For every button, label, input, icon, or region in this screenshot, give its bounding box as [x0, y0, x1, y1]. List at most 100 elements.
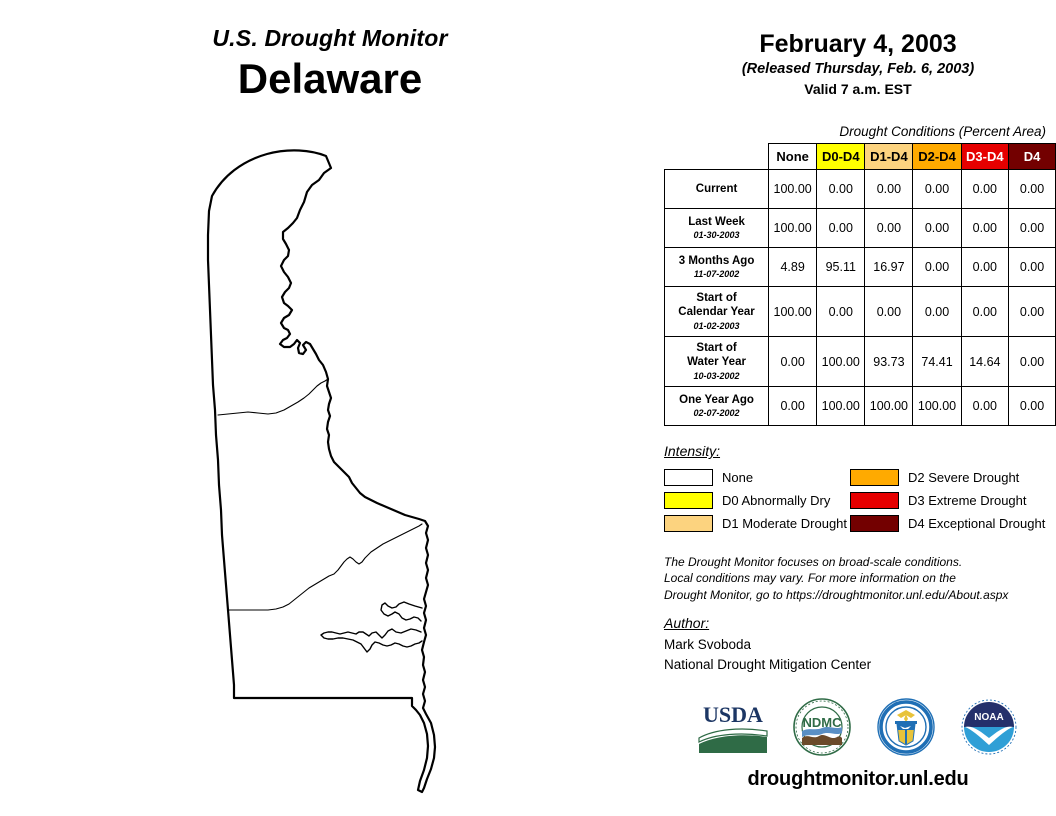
table-row-label: Current	[663, 169, 770, 209]
table-cell: 0.00	[1008, 386, 1056, 426]
legend-item: D0 Abnormally Dry	[664, 492, 850, 509]
table-col-header-d1-d4: D1-D4	[864, 143, 914, 170]
table-cell: 100.00	[768, 208, 818, 248]
legend-label: D1 Moderate Drought	[722, 516, 848, 531]
table-cell: 0.00	[1008, 247, 1056, 287]
legend-item: D2 Severe Drought	[850, 469, 1056, 486]
table-cell: 0.00	[816, 208, 866, 248]
county-boundary-kent-sussex	[227, 523, 423, 611]
legend-swatch	[664, 469, 713, 486]
table-row-date: 01-02-2003	[693, 320, 740, 331]
author-block: Mark Svoboda National Drought Mitigation…	[664, 635, 871, 676]
table-col-header-d0-d4: D0-D4	[816, 143, 866, 170]
legend-swatch	[850, 515, 899, 532]
release-date: February 4, 2003	[759, 30, 957, 58]
legend-item: D1 Moderate Drought	[664, 515, 850, 532]
table-cell: 0.00	[1008, 336, 1056, 387]
table-cell: 93.73	[864, 336, 914, 387]
date-block: February 4, 2003 (Released Thursday, Feb…	[660, 30, 1056, 97]
table-row-label: 3 Months Ago 11-07-2002	[663, 247, 770, 287]
table-row: Current 100.00 0.00 0.00 0.00 0.00 0.00	[663, 169, 1056, 209]
table-cell: 0.00	[864, 169, 914, 209]
valid-time: Valid 7 a.m. EST	[804, 81, 912, 97]
drought-conditions-table: None D0-D4 D1-D4 D2-D4 D3-D4 D4 Current 100.00…	[663, 143, 1056, 426]
disclaimer-line-1: The Drought Monitor focuses on broad-sca…	[664, 555, 963, 569]
legend-item: D4 Exceptional Drought	[850, 515, 1056, 532]
table-cell: 100.00	[912, 386, 962, 426]
table-cell: 100.00	[816, 386, 866, 426]
table-row-date: 11-07-2002	[693, 269, 740, 280]
table-row-date: 10-03-2002	[693, 370, 740, 381]
table-row: Last Week 01-30-2003 100.00 0.00 0.00 0.00 0.0…	[663, 208, 1056, 248]
noaa-logo[interactable]: NOAA	[959, 698, 1019, 756]
inland-bay-detail	[380, 601, 423, 622]
table-cell: 0.00	[1008, 169, 1056, 209]
table-col-header-d3-d4: D3-D4	[960, 143, 1010, 170]
legend-swatch	[850, 469, 899, 486]
info-panel: February 4, 2003 (Released Thursday, Feb…	[660, 0, 1056, 816]
legend-label: D0 Abnormally Dry	[722, 493, 831, 508]
table-cell: 16.97	[864, 247, 914, 287]
table-col-header-d4: D4	[1008, 143, 1056, 170]
table-cell: 0.00	[912, 208, 962, 248]
table-body: Current 100.00 0.00 0.00 0.00 0.00 0.00 Last We…	[663, 169, 1056, 426]
table-cell: 0.00	[1008, 208, 1056, 248]
author-heading: Author:	[664, 615, 710, 631]
released-on: (Released Thursday, Feb. 6, 2003)	[741, 61, 975, 77]
table-row-label: One Year Ago 02-07-2002	[663, 386, 770, 426]
table-cell: 74.41	[912, 336, 962, 387]
program-title: U.S. Drought Monitor	[212, 25, 448, 51]
table-cell: 0.00	[960, 208, 1010, 248]
county-boundary-newcastle-kent	[217, 378, 329, 416]
map-panel: U.S. Drought Monitor Delaware	[0, 25, 660, 805]
table-cell: 0.00	[816, 286, 866, 337]
state-title: Delaware	[237, 55, 423, 103]
site-url[interactable]: droughtmonitor.unl.edu	[747, 768, 969, 790]
table-caption: Drought Conditions (Percent Area)	[839, 124, 1046, 139]
table-col-header-d2-d4: D2-D4	[912, 143, 962, 170]
table-row: Start of Water Year 10-03-2002 0.00 100.00 93…	[663, 336, 1056, 387]
intensity-legend: None D2 Severe Drought D0 Abnormally Dry D3…	[664, 466, 1056, 535]
table-cell: 0.00	[816, 169, 866, 209]
delaware-state-outline	[206, 149, 437, 794]
table-corner-blank	[665, 144, 769, 170]
delaware-map[interactable]	[176, 140, 476, 805]
noaa-logo-text: NOAA	[974, 712, 1003, 723]
table-row-label: Start of Calendar Year 01-02-2003	[663, 286, 770, 337]
table-cell: 0.00	[864, 208, 914, 248]
table-cell: 14.64	[960, 336, 1010, 387]
table-cell: 100.00	[864, 386, 914, 426]
table-cell: 0.00	[960, 286, 1010, 337]
usda-logo[interactable]: USDA	[697, 698, 769, 756]
table-cell: 0.00	[912, 247, 962, 287]
table-cell: 0.00	[960, 247, 1010, 287]
legend-label: D4 Exceptional Drought	[908, 516, 1046, 531]
legend-item: None	[664, 469, 850, 486]
table-cell: 0.00	[1008, 286, 1056, 337]
table-row-date: 01-30-2003	[693, 230, 740, 241]
table-cell: 100.00	[768, 169, 818, 209]
table-col-header-none: None	[768, 143, 818, 170]
table-row-label: Last Week 01-30-2003	[663, 208, 770, 248]
legend-label: None	[722, 470, 754, 485]
ndmc-logo-text: NDMC	[803, 715, 843, 730]
table-cell: 0.00	[960, 386, 1010, 426]
legend-swatch	[850, 492, 899, 509]
legend-swatch	[664, 515, 713, 532]
ndmc-logo[interactable]: NDMC	[791, 697, 853, 757]
usdc-seal-logo[interactable]	[875, 697, 937, 757]
legend-item: D3 Extreme Drought	[850, 492, 1056, 509]
usda-logo-text: USDA	[703, 702, 763, 727]
title-block: U.S. Drought Monitor Delaware	[0, 25, 660, 104]
table-row: Start of Calendar Year 01-02-2003 100.00 0.0…	[663, 286, 1056, 337]
legend-swatch	[664, 492, 713, 509]
table-row: 3 Months Ago 11-07-2002 4.89 95.11 16.97 0.00…	[663, 247, 1056, 287]
author-name: Mark Svoboda	[664, 637, 752, 652]
disclaimer-line-2: Local conditions may vary. For more info…	[664, 571, 956, 586]
legend-label: D2 Severe Drought	[908, 470, 1020, 485]
table-cell: 100.00	[816, 336, 866, 387]
table-row-label: Start of Water Year 10-03-2002	[663, 336, 770, 387]
table-header-row: None D0-D4 D1-D4 D2-D4 D3-D4 D4	[665, 143, 1056, 170]
disclaimer-text: The Drought Monitor focuses on broad-sca…	[664, 554, 1054, 603]
table-row: One Year Ago 02-07-2002 0.00 100.00 100.00 10…	[663, 386, 1056, 426]
